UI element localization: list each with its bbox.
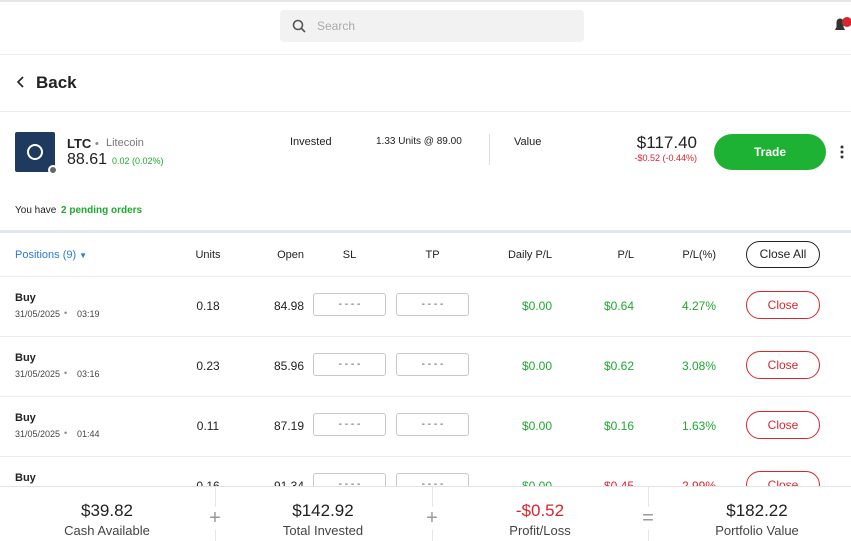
search-icon [292,19,306,33]
daily-pl: $0.00 [521,359,552,373]
take-profit-input[interactable]: - - - - [396,293,469,316]
position-side: Buy [15,292,36,304]
stop-loss-input[interactable]: - - - - [313,413,386,436]
position-open: 84.98 [273,299,304,313]
position-units: 0.18 [196,299,220,313]
pending-link[interactable]: 2 pending orders [61,205,143,216]
close-button[interactable]: Close [746,411,820,439]
position-side: Buy [15,412,36,424]
row-divider [0,276,851,277]
position-time: 03:16 [77,369,100,379]
position-units: 0.23 [196,359,220,373]
close-button[interactable]: Close [746,291,820,319]
pl: $0.64 [603,299,634,313]
position-open: 85.96 [273,359,304,373]
column-header: Daily P/L [507,249,552,261]
summary-value: $142.92 [292,501,354,520]
value-change: -$0.52 (-0.44%) [634,153,697,163]
asset-change: 0.02 (0.02%) [112,156,164,166]
column-header: Open [277,249,304,261]
row-divider [0,396,851,397]
more-menu[interactable] [840,145,844,159]
summary-label: Profit/Loss [509,523,571,538]
bell-icon[interactable] [832,14,851,34]
column-header: Units [195,249,221,261]
summary-operator: + [205,507,225,530]
divider [0,111,851,112]
position-date: 31/05/2025 [15,369,61,379]
position-time: 01:44 [77,429,100,439]
position-time: 03:19 [77,309,100,319]
pl: $0.62 [603,359,634,373]
value-amount: $117.40 [636,133,697,152]
summary-footer: $39.82 Cash Available $142.92 Total Investe… [0,486,851,541]
row-divider [0,336,851,337]
summary-value: $182.22 [726,501,788,520]
top-edge [0,0,851,2]
summary-value: -$0.52 [515,501,565,520]
position-units: 0.11 [196,419,220,433]
daily-pl: $0.00 [521,299,552,313]
close-all-button[interactable]: Close All [746,241,820,268]
position-side: Buy [15,352,36,364]
position-date: 31/05/2025 [15,309,61,319]
summary-value: $39.82 [81,501,133,520]
column-header: P/L(%) [682,249,716,261]
trade-button[interactable]: Trade [714,134,826,170]
asset-icon [15,132,58,175]
pl-percent: 1.63% [681,419,716,433]
column-header[interactable]: Positions (9) ▼ [15,249,88,261]
asset-price: 88.61 [67,151,108,168]
column-header: SL [342,249,357,261]
position-side: Buy [15,472,36,484]
daily-pl: $0.00 [521,419,552,433]
close-button[interactable]: Close [746,351,820,379]
separator-dot: • [64,368,68,378]
separator-dot: • [64,308,68,318]
back-link[interactable]: Back [36,73,77,92]
pl-percent: 3.08% [681,359,716,373]
value-label: Value [514,136,542,148]
section-divider [0,230,851,233]
asset-symbol: LTC [67,136,92,151]
search-box[interactable]: Search [280,10,584,42]
back-arrow[interactable] [16,76,26,88]
pl: $0.16 [603,419,634,433]
position-open: 87.19 [273,419,304,433]
invested-label: Invested [290,136,332,148]
search-placeholder: Search [317,19,356,33]
summary-operator: = [638,507,658,530]
take-profit-input[interactable]: - - - - [396,413,469,436]
stop-loss-input[interactable]: - - - - [313,293,386,316]
asset-name: Litecoin [106,137,144,149]
separator-dot: • [64,428,68,438]
dropdown-caret[interactable]: ▼ [79,251,88,260]
column-header: TP [425,249,440,261]
take-profit-input[interactable]: - - - - [396,353,469,376]
row-divider [0,456,851,457]
stop-loss-input[interactable]: - - - - [313,353,386,376]
invested-value: 1.33 Units @ 89.00 [376,136,462,147]
summary-label: Portfolio Value [715,523,799,538]
summary-label: Total Invested [282,523,364,538]
column-header: P/L [617,249,634,261]
position-date: 31/05/2025 [15,429,61,439]
separator-dot: • [95,138,99,150]
divider [489,134,490,165]
summary-label: Cash Available [64,523,150,538]
divider [0,54,851,55]
pending-prefix: You have [15,205,57,216]
pl-percent: 4.27% [681,299,716,313]
summary-operator: + [422,507,442,530]
